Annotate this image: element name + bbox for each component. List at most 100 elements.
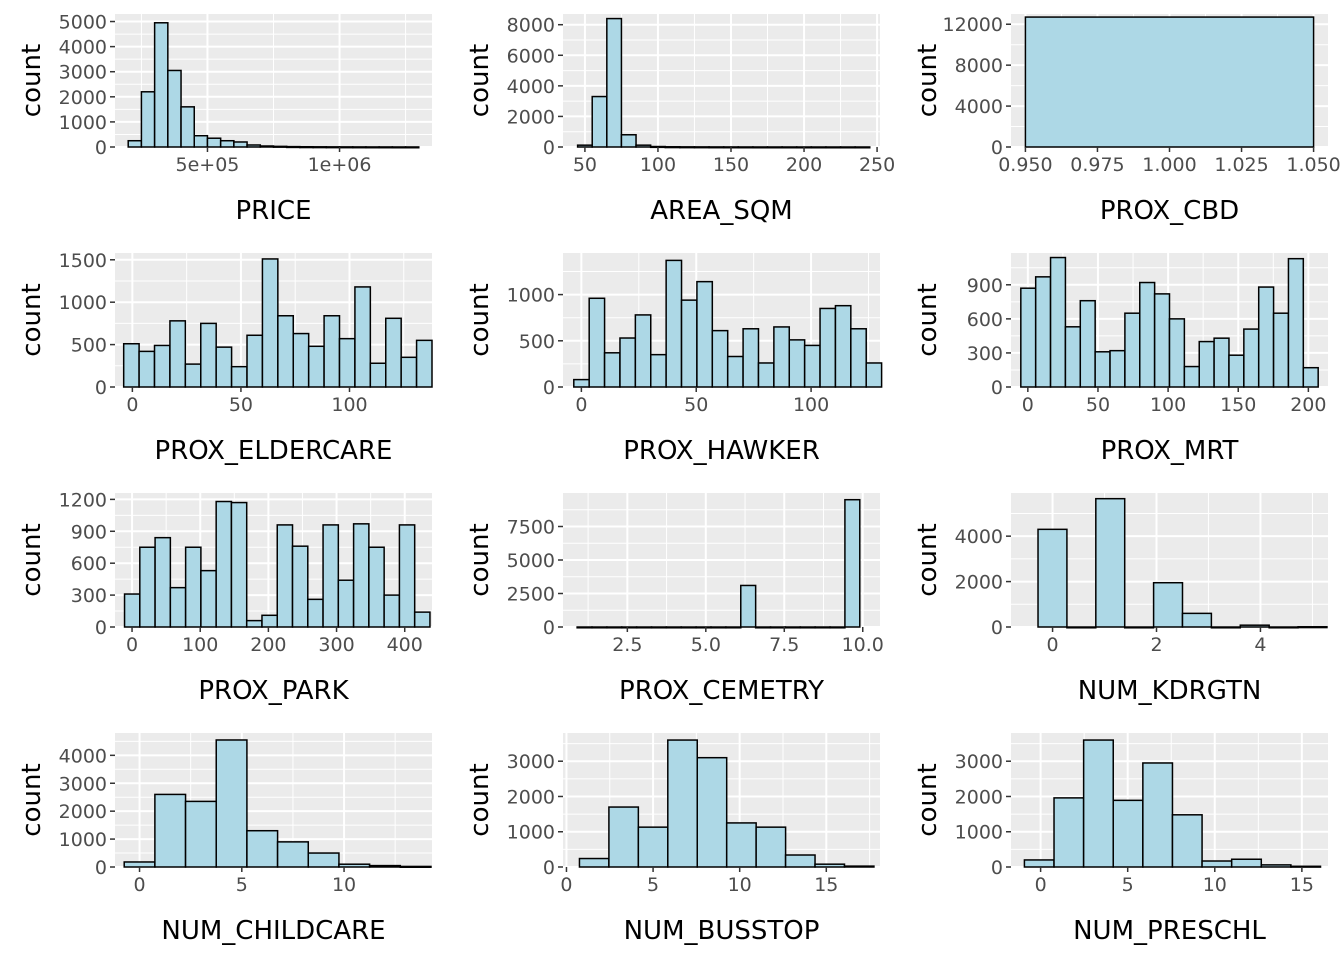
histogram-bar <box>1023 859 1055 868</box>
histogram-bar <box>337 579 355 628</box>
y-tick-label: 2000 <box>59 801 107 823</box>
y-tick-label: 1200 <box>59 489 107 511</box>
histogram-bar <box>123 861 156 868</box>
histogram-bar <box>1109 349 1126 388</box>
x-tick-label: 100 <box>182 634 218 656</box>
histogram-bar <box>368 864 402 868</box>
histogram-bar <box>825 146 842 149</box>
histogram-bar <box>322 524 340 628</box>
y-tick-label: 5000 <box>59 12 107 34</box>
histogram-bar <box>637 826 669 868</box>
x-axis-title: NUM_KDRGTN <box>1078 676 1262 706</box>
histogram-bar <box>245 619 263 628</box>
y-tick-label: 300 <box>967 343 1003 365</box>
histogram-bar <box>299 145 314 149</box>
x-axis-title: NUM_BUSSTOP <box>624 916 820 946</box>
histogram-bar <box>259 145 275 148</box>
histogram-bar <box>233 141 248 148</box>
histogram-bar <box>1213 337 1230 388</box>
x-axis-title: PROX_HAWKER <box>623 436 820 466</box>
histogram-bar <box>139 546 156 628</box>
histogram-bar <box>1095 497 1126 628</box>
x-tick-label: 300 <box>318 634 354 656</box>
y-axis-title: count <box>465 763 495 836</box>
histogram-bar <box>338 863 371 868</box>
histogram-bar <box>325 146 341 149</box>
histogram-bar <box>1034 276 1052 388</box>
histogram-bar <box>167 69 182 148</box>
y-tick-label: 3000 <box>59 773 107 795</box>
y-tick-label: 1000 <box>59 829 107 851</box>
y-tick-label: 5000 <box>507 550 555 572</box>
histogram-bar <box>193 134 209 148</box>
y-tick-label: 500 <box>71 335 107 357</box>
histogram-bar <box>634 314 652 388</box>
x-tick-label: 10.0 <box>842 634 884 656</box>
y-axis-title: count <box>17 763 47 836</box>
histogram-bar <box>1024 16 1315 148</box>
x-tick-label: 200 <box>786 154 822 176</box>
histogram-bar <box>1094 351 1111 388</box>
histogram-bar <box>1302 366 1319 388</box>
x-tick-label: 50 <box>1086 394 1110 416</box>
histogram-bar <box>413 611 431 628</box>
histogram-bar <box>693 146 710 149</box>
histogram-bar <box>246 829 279 868</box>
histogram-bar <box>400 356 418 388</box>
histogram-bar <box>591 626 608 629</box>
y-tick-label: 4000 <box>955 96 1003 118</box>
y-axis-title: count <box>465 283 495 356</box>
histogram-bar <box>1181 612 1213 628</box>
x-tick-label: 200 <box>1290 394 1326 416</box>
histogram-bar <box>276 524 294 628</box>
x-tick-label: 100 <box>793 394 829 416</box>
x-tick-label: 0 <box>1035 874 1047 896</box>
y-tick-label: 2000 <box>955 572 1003 594</box>
histogram-bar <box>1066 626 1097 629</box>
histogram-bar <box>180 106 196 148</box>
histogram-bar <box>843 865 875 868</box>
y-tick-label: 4000 <box>59 37 107 59</box>
histogram-bar <box>667 739 698 868</box>
histogram-bar <box>1139 281 1156 388</box>
histogram-bar <box>1053 797 1085 868</box>
histogram-bar <box>1268 626 1299 629</box>
y-axis-title: count <box>465 44 495 117</box>
y-tick-label: 2500 <box>507 584 555 606</box>
x-axis-title: PROX_ELDERCARE <box>155 436 393 466</box>
histogram-bar <box>415 339 433 388</box>
histogram-bar <box>784 854 816 868</box>
y-tick-label: 3000 <box>59 62 107 84</box>
histogram-bar <box>272 145 288 148</box>
histogram-bar <box>650 626 668 629</box>
y-tick-label: 900 <box>967 275 1003 297</box>
histogram-bar <box>819 307 837 388</box>
y-axis-title: count <box>17 523 47 596</box>
x-tick-label: 5e+05 <box>176 154 240 176</box>
histogram-bar <box>740 584 757 628</box>
histogram-bar <box>391 146 407 149</box>
histogram-bar <box>620 134 637 148</box>
histogram-bar <box>1142 762 1174 868</box>
histogram-bar <box>810 146 827 149</box>
histogram-bar <box>246 334 264 388</box>
y-tick-label: 3000 <box>955 751 1003 773</box>
x-tick-label: 7.5 <box>769 634 799 656</box>
y-tick-label: 2000 <box>507 106 555 128</box>
histogram-bar <box>184 363 202 388</box>
histogram-bar <box>184 546 202 628</box>
x-tick-label: 1.000 <box>1142 154 1196 176</box>
histogram-bar <box>773 326 791 388</box>
histogram-bar <box>695 626 712 629</box>
histogram-bar <box>276 841 310 868</box>
y-tick-label: 0 <box>543 617 555 639</box>
histogram-panel-num_busstop: 0 5 10 15 0 1000 2000 3000 NUM_BUSSTOP count <box>465 733 880 946</box>
histogram-bar <box>752 146 769 149</box>
histogram-bar <box>1124 312 1141 388</box>
histogram-bar <box>635 144 652 148</box>
x-axis-title: PROX_CBD <box>1100 196 1239 226</box>
histogram-bar <box>1153 293 1171 388</box>
y-tick-label: 7500 <box>507 517 555 539</box>
x-tick-label: 0 <box>133 874 145 896</box>
x-tick-label: 0 <box>560 874 572 896</box>
